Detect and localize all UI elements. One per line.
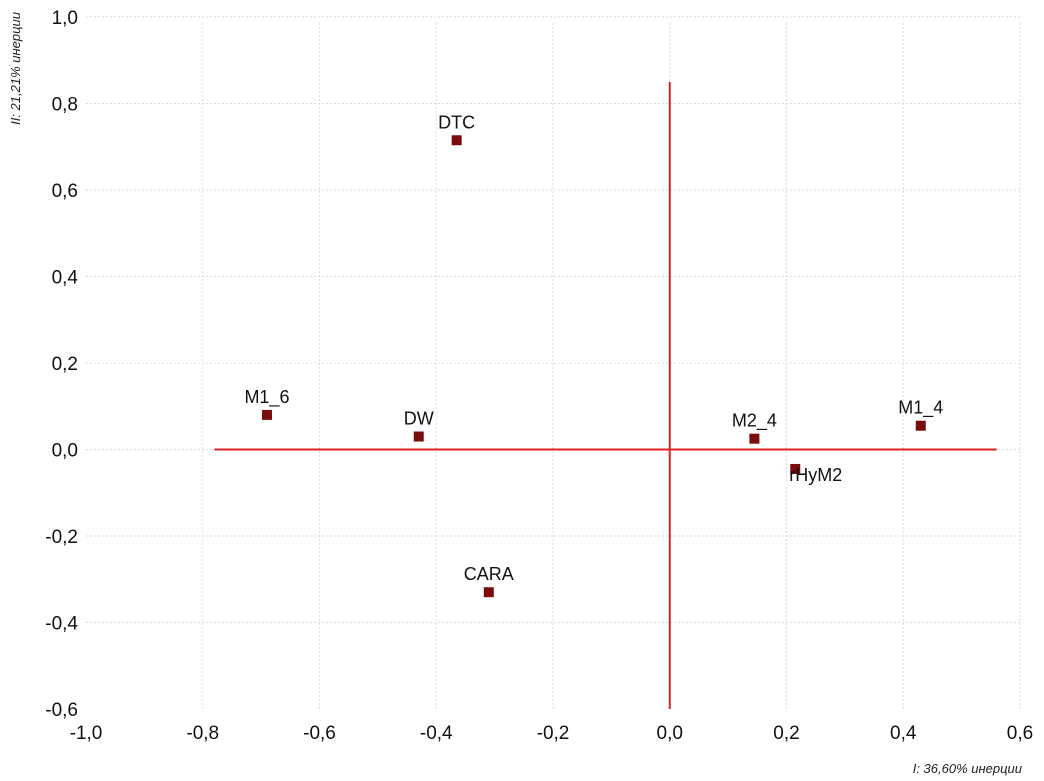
data-points: DTC M1_6 DW CARA M2_4 rHyM2 M1_4 [244,112,943,598]
x-tick-label: 0,0 [657,723,683,744]
y-tick-label: 0,4 [52,268,79,289]
data-point-label: M2_4 [732,411,777,432]
y-tick-label: 0,0 [52,441,78,462]
x-tick-label: 0,4 [890,723,917,744]
tick-labels: -1,0 -0,8 -0,6 -0,4 -0,2 0,0 0,2 0,4 0,6 -0,6 -0,4… [45,8,1033,744]
data-point-label: rHyM2 [789,465,842,485]
reference-lines [214,81,997,709]
y-tick-label: 1,0 [52,8,78,29]
data-point-marker [790,463,801,474]
x-tick-label: -1,0 [70,723,103,744]
data-point-marker [915,420,926,431]
data-point-marker [413,431,424,442]
data-point-label: DTC [438,112,475,132]
x-tick-label: -0,6 [303,723,336,744]
data-point-label: M1_6 [244,387,289,408]
data-point-marker [749,433,760,444]
y-axis-title: II: 21,21% инерции [8,12,23,125]
grid [86,16,1021,709]
y-tick-label: -0,2 [45,527,78,548]
data-point-marker [261,409,272,420]
data-point-label: M1_4 [898,398,943,419]
x-tick-label: 0,6 [1007,723,1033,744]
x-axis-title: I: 36,60% инерции [913,761,1022,776]
y-tick-label: 0,2 [52,354,78,375]
x-tick-label: -0,8 [186,723,219,744]
x-tick-label: -0,4 [420,723,453,744]
x-tick-label: 0,2 [773,723,799,744]
data-point-marker [483,587,494,598]
y-tick-label: -0,4 [45,614,78,635]
data-point-label: DW [404,409,434,429]
y-tick-label: -0,6 [45,700,78,721]
data-point-marker [451,135,462,146]
data-point-label: CARA [464,564,514,584]
y-tick-label: 0,8 [52,95,78,116]
y-tick-label: 0,6 [52,181,78,202]
x-tick-label: -0,2 [537,723,570,744]
